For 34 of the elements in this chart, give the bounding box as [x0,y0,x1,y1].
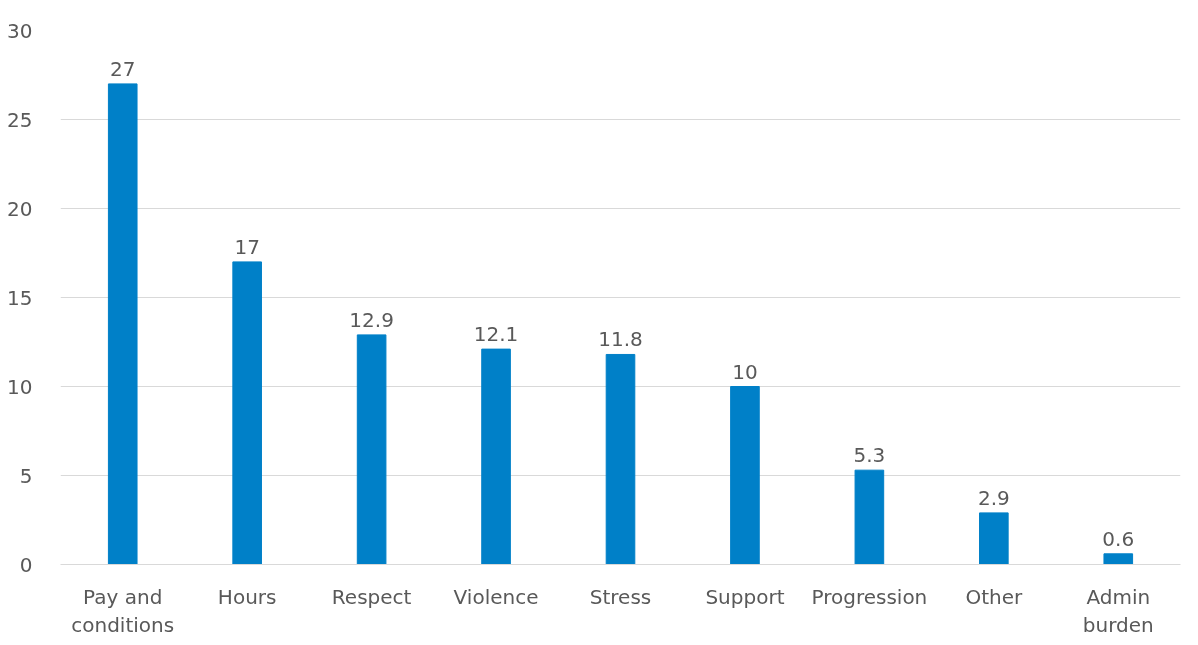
data-label: 11.8 [598,327,643,352]
data-label: 0.6 [1102,526,1135,551]
y-tick-label: 10 [7,374,33,399]
x-tick-label: Support [705,584,785,609]
x-tick-label: Pay and conditions [71,584,175,638]
bar [730,386,760,565]
bar [605,353,636,565]
bar [481,348,511,565]
x-tick-label: Hours [217,584,277,609]
data-label: 10 [732,359,758,384]
data-label: 12.9 [349,307,394,332]
x-tick-label: Respect [331,584,412,609]
data-label: 17 [234,234,260,259]
data-label: 2.9 [977,485,1010,510]
data-label: 27 [110,56,136,81]
bar [1103,553,1134,565]
y-tick-label: 25 [7,107,33,132]
bar [854,469,885,565]
data-label: 5.3 [853,443,886,468]
y-tick-label: 5 [19,463,33,488]
x-tick-label: Admin burden [1082,584,1154,638]
x-tick-label: Progression [811,584,928,609]
y-tick-label: 20 [7,196,33,221]
x-tick-label: Violence [453,584,539,609]
bar [356,334,387,565]
y-tick-label: 30 [7,18,33,43]
bar [232,261,262,565]
data-label: 12.1 [473,322,519,347]
y-tick-label: 15 [7,285,33,310]
bar [107,83,138,565]
bar [979,512,1009,565]
x-tick-label: Other [965,584,1023,609]
y-tick-label: 0 [19,552,33,577]
x-tick-label: Stress [589,584,652,609]
